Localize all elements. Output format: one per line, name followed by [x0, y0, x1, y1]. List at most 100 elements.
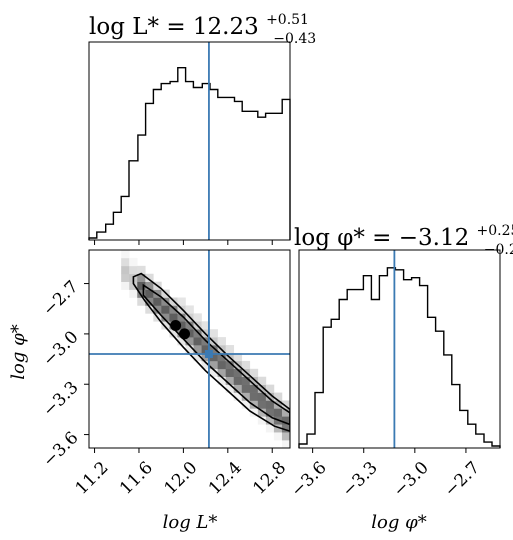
- density-cell: [153, 305, 162, 314]
- xtick-label-logphi: −2.7: [441, 458, 484, 501]
- density-cell: [273, 424, 283, 433]
- density-cell: [249, 392, 259, 401]
- density-cell: [265, 408, 275, 417]
- density-peak-dot: [179, 328, 191, 340]
- title-logL-main: log L* = 12.23: [89, 14, 259, 40]
- density-cell: [201, 321, 210, 330]
- density-cell: [201, 360, 210, 370]
- density-cell: [153, 297, 162, 306]
- ytick-label-logphi: −3.6: [39, 428, 82, 471]
- density-cell: [193, 352, 202, 362]
- density-cell: [281, 440, 290, 448]
- density-cell: [209, 352, 218, 362]
- density-cell: [233, 392, 243, 401]
- density-cell: [233, 376, 243, 385]
- density-cell: [193, 337, 202, 346]
- density-cell: [177, 321, 186, 330]
- density-cell: [217, 368, 226, 378]
- density-cell: [225, 368, 235, 378]
- density-cell: [177, 297, 186, 306]
- density-cell: [145, 305, 154, 314]
- xtick-label-logphi: −3.3: [338, 458, 381, 501]
- truth-marker: [204, 350, 213, 359]
- xtick-label-logL: 12.0: [161, 458, 202, 499]
- hist2d-panel: [88, 249, 291, 449]
- hist-logL-frame: [88, 41, 291, 241]
- density-cell: [241, 392, 251, 401]
- ylabel-logphi: log φ*: [8, 324, 29, 379]
- density-cell: [225, 376, 235, 385]
- density-cell: [257, 384, 267, 393]
- density-cell: [265, 424, 275, 433]
- density-cell: [281, 424, 290, 433]
- density-cell: [225, 360, 235, 370]
- density-cell: [225, 345, 235, 354]
- density-cell: [265, 392, 275, 401]
- title-logphi-sub: −0.26: [484, 242, 513, 258]
- density-cell: [137, 281, 146, 290]
- density-cell: [137, 265, 146, 275]
- title-logphi-sup: +0.25: [477, 223, 513, 239]
- ytick-label-logphi: −2.7: [39, 277, 82, 320]
- density-cell: [217, 376, 226, 385]
- density-cell: [273, 432, 283, 441]
- density-cell: [177, 337, 186, 346]
- title-logphi-main: log φ* = −3.12: [294, 225, 469, 251]
- density-cell: [209, 345, 218, 354]
- density-cell: [257, 400, 267, 409]
- tick-labels: 11.2 11.6 12.0 12.4 12.8−3.6−3.3−3.0−2.7−3.6…: [39, 240, 484, 501]
- density-cell: [281, 432, 290, 441]
- density-cell: [233, 368, 243, 378]
- density-cell: [169, 313, 178, 322]
- density-cell: [129, 281, 138, 290]
- density-cell: [241, 360, 251, 370]
- density-cell: [265, 384, 275, 393]
- xtick-label-logphi: −3.6: [287, 458, 330, 501]
- density-cell: [257, 376, 267, 385]
- density-cell: [121, 281, 130, 290]
- contour-outer: [132, 272, 290, 433]
- title-logL-sub: −0.43: [273, 31, 316, 47]
- density-cell: [161, 321, 170, 330]
- density-cell: [145, 289, 154, 298]
- xtick-label-logphi: −3.0: [390, 458, 433, 501]
- density-cell: [241, 376, 251, 385]
- density-cell: [281, 400, 290, 409]
- density-cell: [193, 345, 202, 354]
- density-cell: [129, 257, 138, 267]
- title-logphi: log φ* = −3.12 +0.25 −0.26: [294, 215, 513, 258]
- density-cell: [249, 376, 259, 385]
- density-cell: [233, 352, 243, 362]
- density-cell: [281, 416, 290, 425]
- xtick-label-logL: 11.6: [116, 458, 157, 499]
- contour-inner: [142, 283, 290, 426]
- density-cell: [265, 416, 275, 425]
- density-cell: [161, 313, 170, 322]
- xlabel-logphi: log φ*: [371, 512, 426, 533]
- hist-logL-step: [88, 67, 291, 240]
- density-cell: [121, 250, 130, 259]
- xtick-label-logL: 12.8: [249, 458, 290, 499]
- density-cell: [233, 384, 243, 393]
- density-cell: [273, 408, 283, 417]
- density-cell: [249, 384, 259, 393]
- density-cell: [281, 408, 290, 417]
- ytick-label-logphi: −3.3: [39, 378, 82, 421]
- ytick-label-logphi: −3.0: [39, 327, 82, 370]
- density-cell: [241, 400, 251, 409]
- density-cell: [201, 345, 210, 354]
- density-cell: [257, 392, 267, 401]
- density-cell: [145, 273, 154, 282]
- density-cell: [217, 360, 226, 370]
- density-cell: [137, 297, 146, 306]
- density-cell: [193, 313, 202, 322]
- hist-logphi-frame: [298, 249, 501, 449]
- density-cell: [129, 265, 138, 275]
- hist2d-plot-area: [89, 250, 290, 448]
- hist-logphi-panel: [298, 249, 501, 449]
- density-cell: [217, 337, 226, 346]
- title-logL-sup: +0.51: [266, 12, 309, 28]
- density-cell: [257, 408, 267, 417]
- density-cell: [185, 337, 194, 346]
